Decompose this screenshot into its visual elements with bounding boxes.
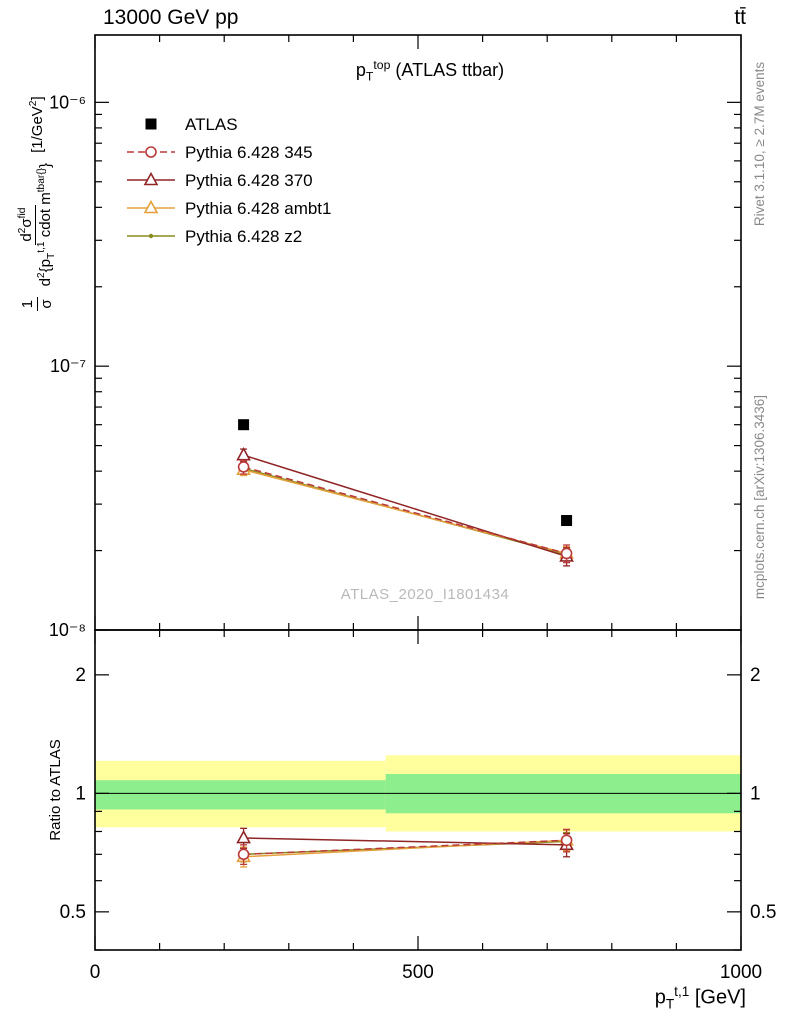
legend-item-pythia-6-428-z2: Pythia 6.428 z2 — [127, 227, 302, 246]
ratio-bands — [95, 755, 741, 832]
legend-label: ATLAS — [185, 115, 238, 134]
analysis-watermark: ATLAS_2020_I1801434 — [340, 586, 510, 603]
legend-label: Pythia 6.428 345 — [185, 143, 313, 162]
mcplots-attribution: mcplots.cern.ch [arXiv:1306.3436] — [752, 394, 767, 600]
marker-square — [145, 118, 157, 130]
marker-triangle — [143, 171, 159, 186]
marker-square — [561, 515, 573, 527]
x-axis-label: pTt,1 [GeV] — [654, 984, 746, 1012]
marker-circle — [145, 146, 157, 158]
legend-item-pythia-6-428-370: Pythia 6.428 370 — [127, 171, 313, 190]
frac-denominator: d2{pTt,1 cdot mtbar{}} — [35, 162, 57, 287]
legend-label: Pythia 6.428 370 — [185, 171, 313, 190]
legend-item-pythia-6-428-345: Pythia 6.428 345 — [127, 143, 313, 162]
ratio-tick-label-left: 2 — [75, 665, 86, 686]
marker-dot — [148, 233, 154, 239]
observable-title: pTtop (ATLAS ttbar) — [355, 58, 505, 84]
series-pythia-6-428-345 — [237, 459, 573, 866]
beam-energy-label: 13000 GeV pp — [103, 6, 239, 29]
process-label: tt̄ — [734, 6, 746, 29]
green-uncertainty-band — [95, 780, 386, 810]
marker-circle — [237, 461, 250, 473]
ratio-tick-label-right: 1 — [750, 783, 761, 804]
x-tick-label: 1000 — [720, 962, 762, 983]
legend-item-pythia-6-428-ambt1: Pythia 6.428 ambt1 — [127, 199, 331, 218]
marker-triangle — [236, 446, 251, 461]
ratio-tick-label-left: 0.5 — [60, 902, 86, 923]
marker-square — [238, 419, 250, 431]
y-tick-label: 10⁻⁶ — [49, 92, 86, 112]
y-tick-label: 10⁻⁸ — [49, 620, 86, 640]
ratio-tick-label-left: 1 — [75, 783, 86, 804]
legend: ATLAS Pythia 6.428 345 Pythia 6.428 370 Pyt… — [127, 115, 331, 246]
axis-ticks: 0 500 1000 10⁻⁸ 10⁻⁷ 10⁻⁶ 0.5 0.5 1 1 2 2 — [49, 35, 776, 983]
marker-triangle — [143, 199, 159, 214]
frac-numerator: 1 — [19, 296, 38, 312]
series-atlas-data — [238, 419, 573, 527]
x-tick-label: 500 — [402, 962, 434, 983]
frac-numerator: d2σfid — [16, 204, 36, 245]
marker-triangle — [236, 829, 251, 844]
y-axis-units: [1/GeV2] — [28, 96, 46, 153]
ratio-tick-label-right: 0.5 — [750, 902, 776, 923]
ratio-tick-label-right: 2 — [750, 665, 761, 686]
y-tick-label: 10⁻⁷ — [50, 356, 86, 376]
x-tick-label: 0 — [90, 962, 101, 983]
ratio-axis-label: Ratio to ATLAS — [47, 739, 64, 841]
marker-circle — [560, 834, 573, 847]
frac-denominator: σ — [37, 299, 55, 309]
legend-item-atlas: ATLAS — [145, 115, 238, 134]
legend-label: Pythia 6.428 ambt1 — [185, 199, 331, 218]
legend-label: Pythia 6.428 z2 — [185, 227, 302, 246]
frac-d2sigma: d2σfid d2{pTt,1 cdot mtbar{}} — [16, 160, 58, 290]
marker-circle — [560, 547, 573, 560]
marker-circle — [237, 848, 250, 861]
rivet-version-note: Rivet 3.1.10, ≥ 2.7M events — [752, 61, 767, 227]
